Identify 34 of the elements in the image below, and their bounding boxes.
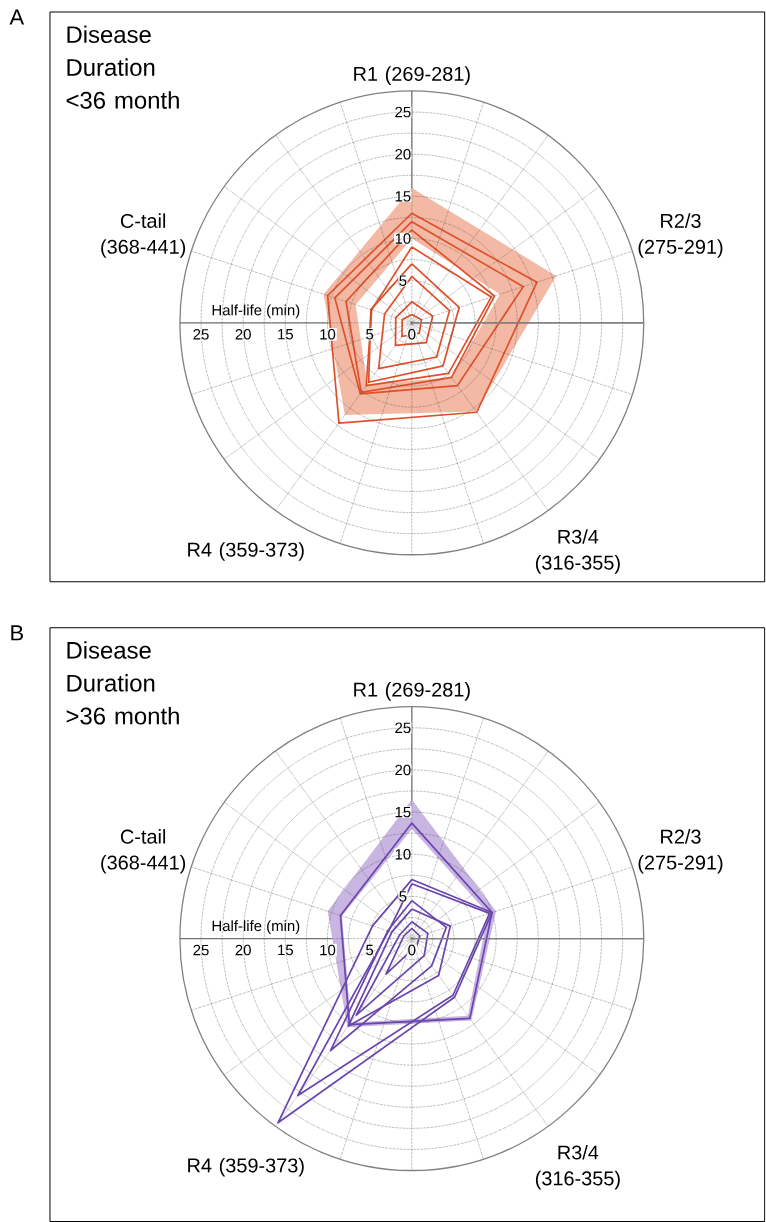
chart-title: Disease Duration <36 month: [66, 25, 180, 109]
y-tick-label: 20: [395, 148, 411, 160]
y-tick-label: 5: [399, 275, 407, 286]
text: 5: [366, 944, 374, 956]
y-tick-label: 10: [395, 233, 411, 244]
spoke-label: R3/4 (316-355): [536, 529, 620, 574]
spoke-label: R2/3 (275-291): [638, 213, 723, 258]
spoke-label: C-tail (368-441): [101, 829, 186, 874]
text: Half-life (min): [212, 920, 300, 935]
text: 25: [193, 329, 209, 340]
text: B: [11, 625, 24, 641]
spoke-label: R1 (269-281): [354, 66, 470, 85]
y-tick-label: 20: [395, 764, 411, 776]
spoke-label: C-tail (368-441): [101, 213, 186, 258]
y-tick-label: 0: [408, 944, 416, 956]
text: 20: [235, 944, 252, 956]
text: A: [9, 9, 25, 25]
y-tick-label: 10: [395, 848, 411, 860]
spoke-label: R1 (269-281): [354, 682, 470, 701]
text: 10: [320, 329, 336, 340]
chart-title: Disease Duration >36 month: [66, 641, 180, 725]
text: 5: [366, 329, 374, 340]
spoke-label: R3/4 (316-355): [536, 1144, 620, 1190]
spoke-label: R4 (359-373): [188, 542, 304, 561]
y-tick-label: 25: [395, 722, 411, 734]
text: 10: [320, 944, 336, 956]
y-tick-label: 0: [408, 329, 416, 340]
text: Half-life (min): [212, 304, 300, 319]
text: 25: [193, 944, 209, 956]
y-tick-label: 25: [395, 106, 411, 118]
y-tick-label: 5: [399, 891, 407, 902]
spoke-label: R4 (359-373): [188, 1157, 304, 1177]
spoke-label: R2/3 (275-291): [638, 829, 723, 874]
text: 20: [235, 329, 252, 340]
